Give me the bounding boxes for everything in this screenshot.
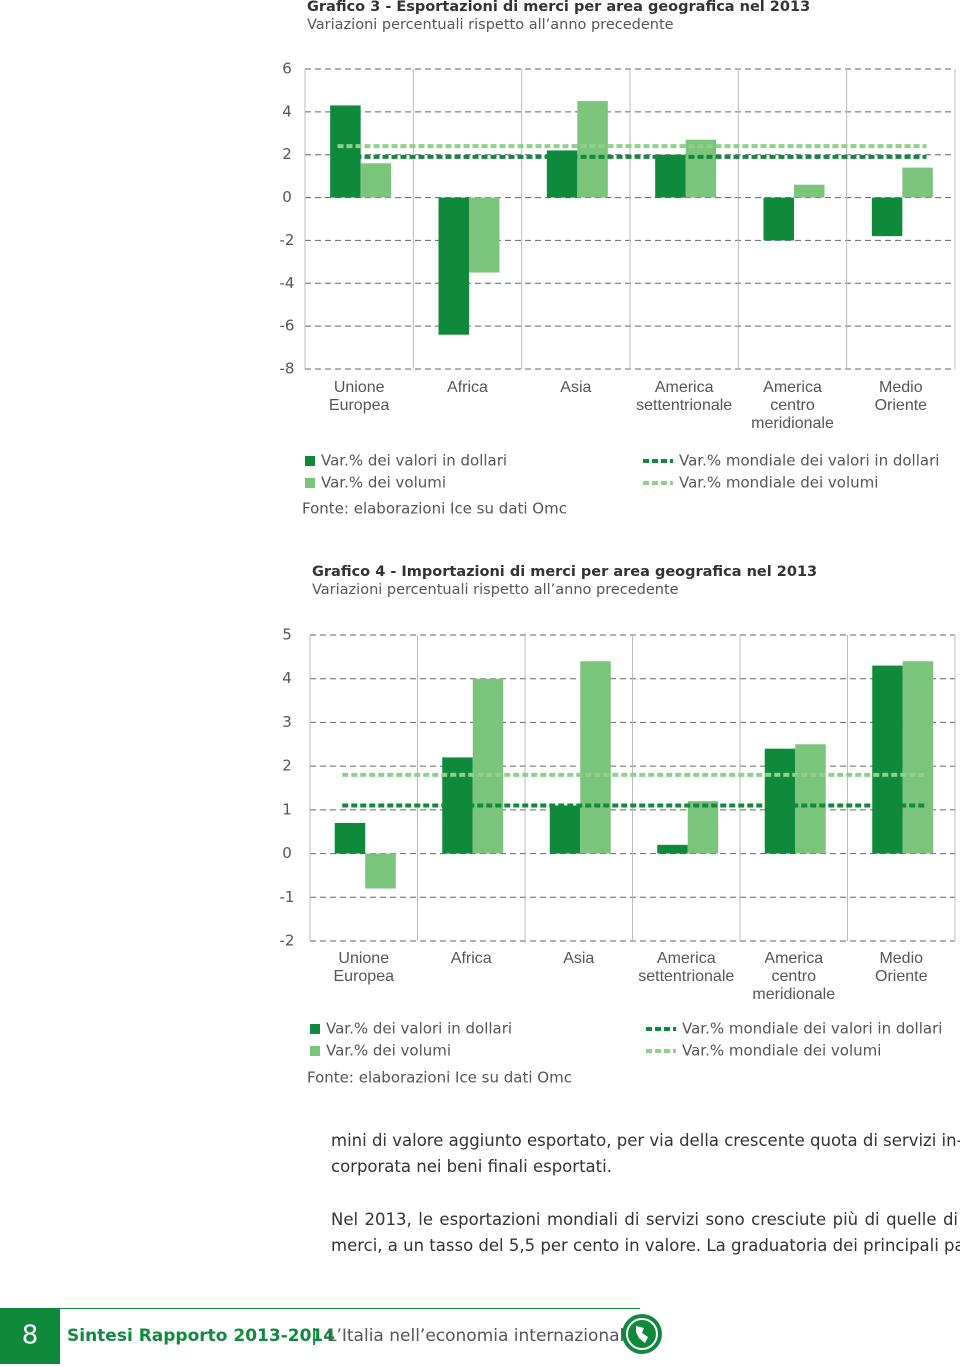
bar: [549, 805, 581, 854]
footer-icon: [622, 1314, 662, 1354]
footer-separator: |: [311, 1326, 317, 1346]
legend-swatch: [310, 1024, 320, 1034]
bar: [580, 661, 611, 854]
paragraph: mini di valore aggiunto esportato, per v…: [331, 1128, 960, 1180]
legend-label: Var.% dei valori in dollari: [326, 1020, 512, 1038]
bar: [657, 844, 688, 854]
legend-label: Var.% mondiale dei volumi: [679, 474, 878, 492]
y-tick-label: 6: [282, 60, 292, 78]
legend-swatch: [305, 478, 315, 488]
x-tick-label: Africa: [451, 950, 492, 967]
y-tick-label: 4: [282, 102, 292, 120]
x-tick-label: Medio Oriente: [875, 950, 928, 985]
bar: [763, 197, 794, 241]
bar: [330, 105, 361, 198]
x-tick-label: America centro meridionale: [751, 379, 834, 432]
legend-label: Var.% dei volumi: [321, 474, 446, 492]
bar: [469, 197, 500, 273]
bar: [334, 822, 366, 854]
y-tick-label: -8: [280, 360, 295, 378]
legend-label: Var.% mondiale dei volumi: [682, 1042, 881, 1060]
x-tick-label: Unione Europea: [329, 379, 390, 414]
footer-subtitle: L’Italia nell’economia internazionale: [327, 1326, 635, 1346]
x-tick-label: Africa: [447, 379, 488, 396]
bar: [685, 139, 717, 198]
paragraph: Nel 2013, le esportazioni mondiali di se…: [331, 1207, 960, 1259]
legend-label: Var.% mondiale dei valori in dollari: [679, 452, 939, 470]
bar: [365, 853, 396, 889]
body-text: mini di valore aggiunto esportato, per v…: [331, 1128, 960, 1286]
y-tick-label: 0: [282, 188, 292, 206]
legend-label: Var.% mondiale dei valori in dollari: [682, 1020, 942, 1038]
y-tick-label: -2: [280, 231, 295, 249]
footer-publication: Sintesi Rapporto 2013-2014: [67, 1326, 335, 1346]
text-line: mini di valore aggiunto esportato, per v…: [331, 1131, 960, 1150]
y-tick-label: 1: [282, 800, 292, 818]
legend-label: Var.% dei valori in dollari: [321, 452, 507, 470]
bar: [472, 678, 504, 854]
bar: [902, 661, 934, 854]
bar: [795, 744, 826, 854]
text-line: merci, a un tasso del 5,5 per cento in v…: [331, 1236, 960, 1255]
y-tick-label: 0: [282, 844, 292, 862]
y-tick-label: -2: [280, 932, 295, 950]
legend-swatch: [310, 1046, 320, 1056]
bar: [764, 748, 796, 854]
chart-title: Grafico 4 - Importazioni di merci per ar…: [312, 564, 817, 580]
chart-source: Fonte: elaborazioni Ice su dati Omc: [307, 1069, 572, 1087]
bar: [438, 197, 469, 335]
y-tick-label: 5: [282, 626, 292, 644]
text-line: corporata nei beni finali esportati.: [331, 1157, 612, 1176]
bar: [902, 167, 933, 198]
x-tick-label: Medio Oriente: [875, 379, 928, 414]
bar: [871, 197, 903, 237]
chart-source: Fonte: elaborazioni Ice su dati Omc: [302, 500, 567, 518]
page-number-box: [0, 1308, 60, 1364]
y-tick-label: 2: [282, 757, 292, 775]
bar: [360, 163, 392, 198]
y-tick-label: -4: [280, 274, 295, 292]
x-tick-label: America settentrionale: [636, 379, 732, 414]
bar: [687, 801, 719, 854]
chart-subtitle: Variazioni percentuali rispetto all’anno…: [307, 17, 674, 33]
y-tick-label: -1: [280, 888, 295, 906]
page-number: 8: [22, 1321, 39, 1351]
legend-label: Var.% dei volumi: [326, 1042, 451, 1060]
y-tick-label: 4: [282, 669, 292, 687]
chart-title: Grafico 3 - Esportazioni di merci per ar…: [307, 0, 810, 15]
bar: [442, 757, 473, 854]
y-tick-label: -6: [280, 317, 295, 335]
bar: [577, 101, 608, 198]
bar: [794, 184, 825, 198]
x-tick-label: Unione Europea: [334, 950, 395, 985]
bar: [872, 665, 903, 854]
x-tick-label: America centro meridionale: [752, 950, 835, 1003]
chart-subtitle: Variazioni percentuali rispetto all’anno…: [312, 582, 679, 598]
bar: [655, 154, 686, 198]
y-tick-label: 2: [282, 145, 292, 163]
x-tick-label: Asia: [563, 950, 594, 967]
text-line: Nel 2013, le esportazioni mondiali di se…: [331, 1210, 958, 1229]
x-tick-label: America settentrionale: [638, 950, 734, 985]
y-tick-label: 3: [282, 713, 292, 731]
x-tick-label: Asia: [560, 379, 591, 396]
legend-swatch: [305, 456, 315, 466]
